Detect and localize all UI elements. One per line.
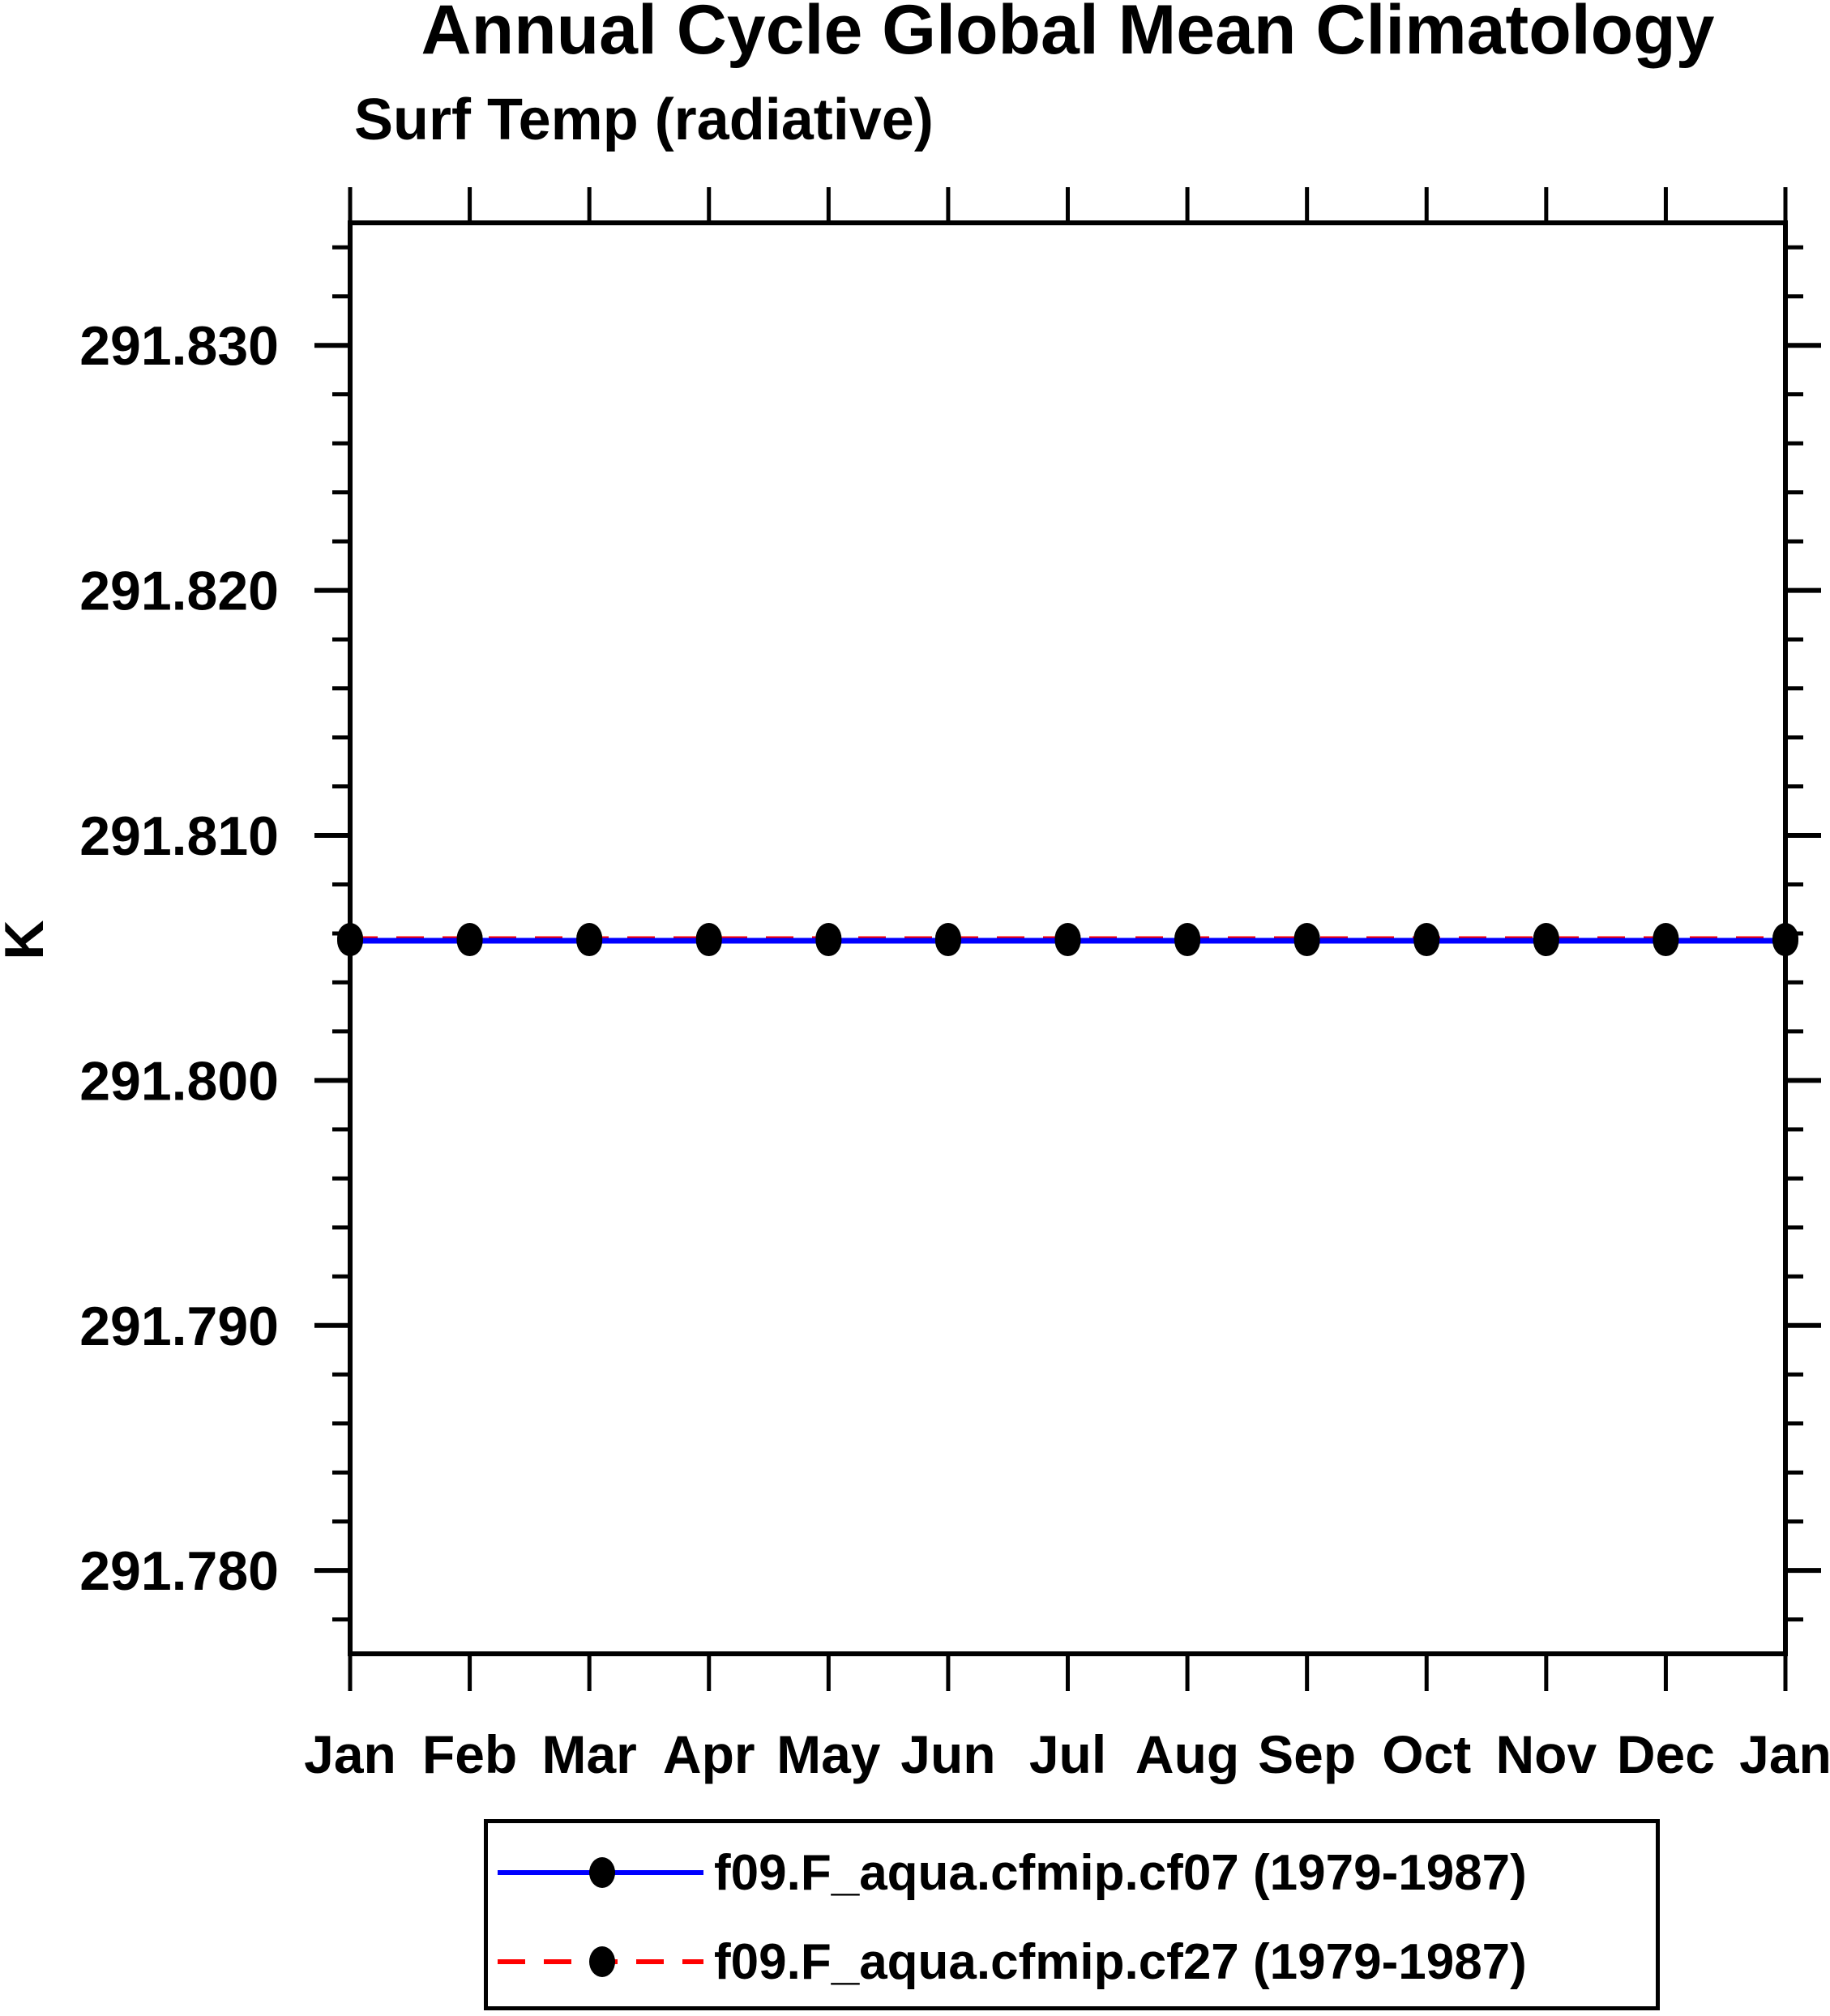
y-tick-label: 291.830: [79, 315, 279, 377]
legend-sample-dashed-red: [498, 1946, 703, 1977]
x-tick-label: Jan: [304, 1724, 396, 1784]
y-tick-label: 291.800: [79, 1050, 279, 1112]
x-tick-label: Oct: [1382, 1724, 1471, 1784]
data-point-marker: [815, 923, 842, 954]
data-point-marker: [576, 923, 603, 954]
y-tick-label: 291.810: [79, 805, 279, 867]
x-tick-label: Jun: [900, 1724, 995, 1784]
x-tick-label: Aug: [1135, 1724, 1239, 1784]
y-tick-label: 291.790: [79, 1296, 279, 1357]
x-tick-label: Feb: [422, 1724, 517, 1784]
legend-item-cf27: f09.F_aqua.cfmip.cf27 (1979-1987): [494, 1934, 1527, 1990]
x-tick-label: Mar: [541, 1724, 636, 1784]
x-tick-label: May: [776, 1724, 881, 1784]
x-tick-label: Nov: [1495, 1724, 1597, 1784]
data-point-marker: [1413, 923, 1440, 954]
data-point-marker: [1533, 923, 1559, 954]
data-point-marker: [1772, 923, 1798, 954]
x-tick-label: Dec: [1617, 1724, 1715, 1784]
data-point-marker: [1054, 923, 1081, 954]
legend-label-cf27: f09.F_aqua.cfmip.cf27 (1979-1987): [714, 1933, 1527, 1990]
legend-marker-dot: [589, 1857, 615, 1888]
y-tick-label: 291.820: [79, 561, 279, 622]
data-point-marker: [695, 923, 722, 954]
legend-marker-dot: [589, 1946, 615, 1977]
chart-subtitle: Surf Temp (radiative): [354, 88, 934, 152]
x-tick-label: Jan: [1739, 1724, 1830, 1784]
data-point-marker: [1174, 923, 1201, 954]
data-point-marker: [934, 923, 961, 954]
legend-sample-solid-blue: [498, 1857, 703, 1888]
chart-title: Annual Cycle Global Mean Climatology: [421, 0, 1715, 69]
data-point-marker: [337, 923, 363, 954]
data-point-marker: [1653, 923, 1679, 954]
legend-label-cf07: f09.F_aqua.cfmip.cf07 (1979-1987): [714, 1844, 1527, 1901]
y-tick-label: 291.780: [79, 1540, 279, 1602]
x-tick-label: Sep: [1258, 1724, 1356, 1784]
data-point-marker: [1293, 923, 1320, 954]
legend-box: f09.F_aqua.cfmip.cf07 (1979-1987) f09.F_…: [484, 1819, 1660, 2010]
data-point-marker: [456, 923, 483, 954]
x-tick-label: Jul: [1029, 1724, 1106, 1784]
x-tick-label: Apr: [663, 1724, 755, 1784]
legend-item-cf07: f09.F_aqua.cfmip.cf07 (1979-1987): [494, 1845, 1527, 1901]
